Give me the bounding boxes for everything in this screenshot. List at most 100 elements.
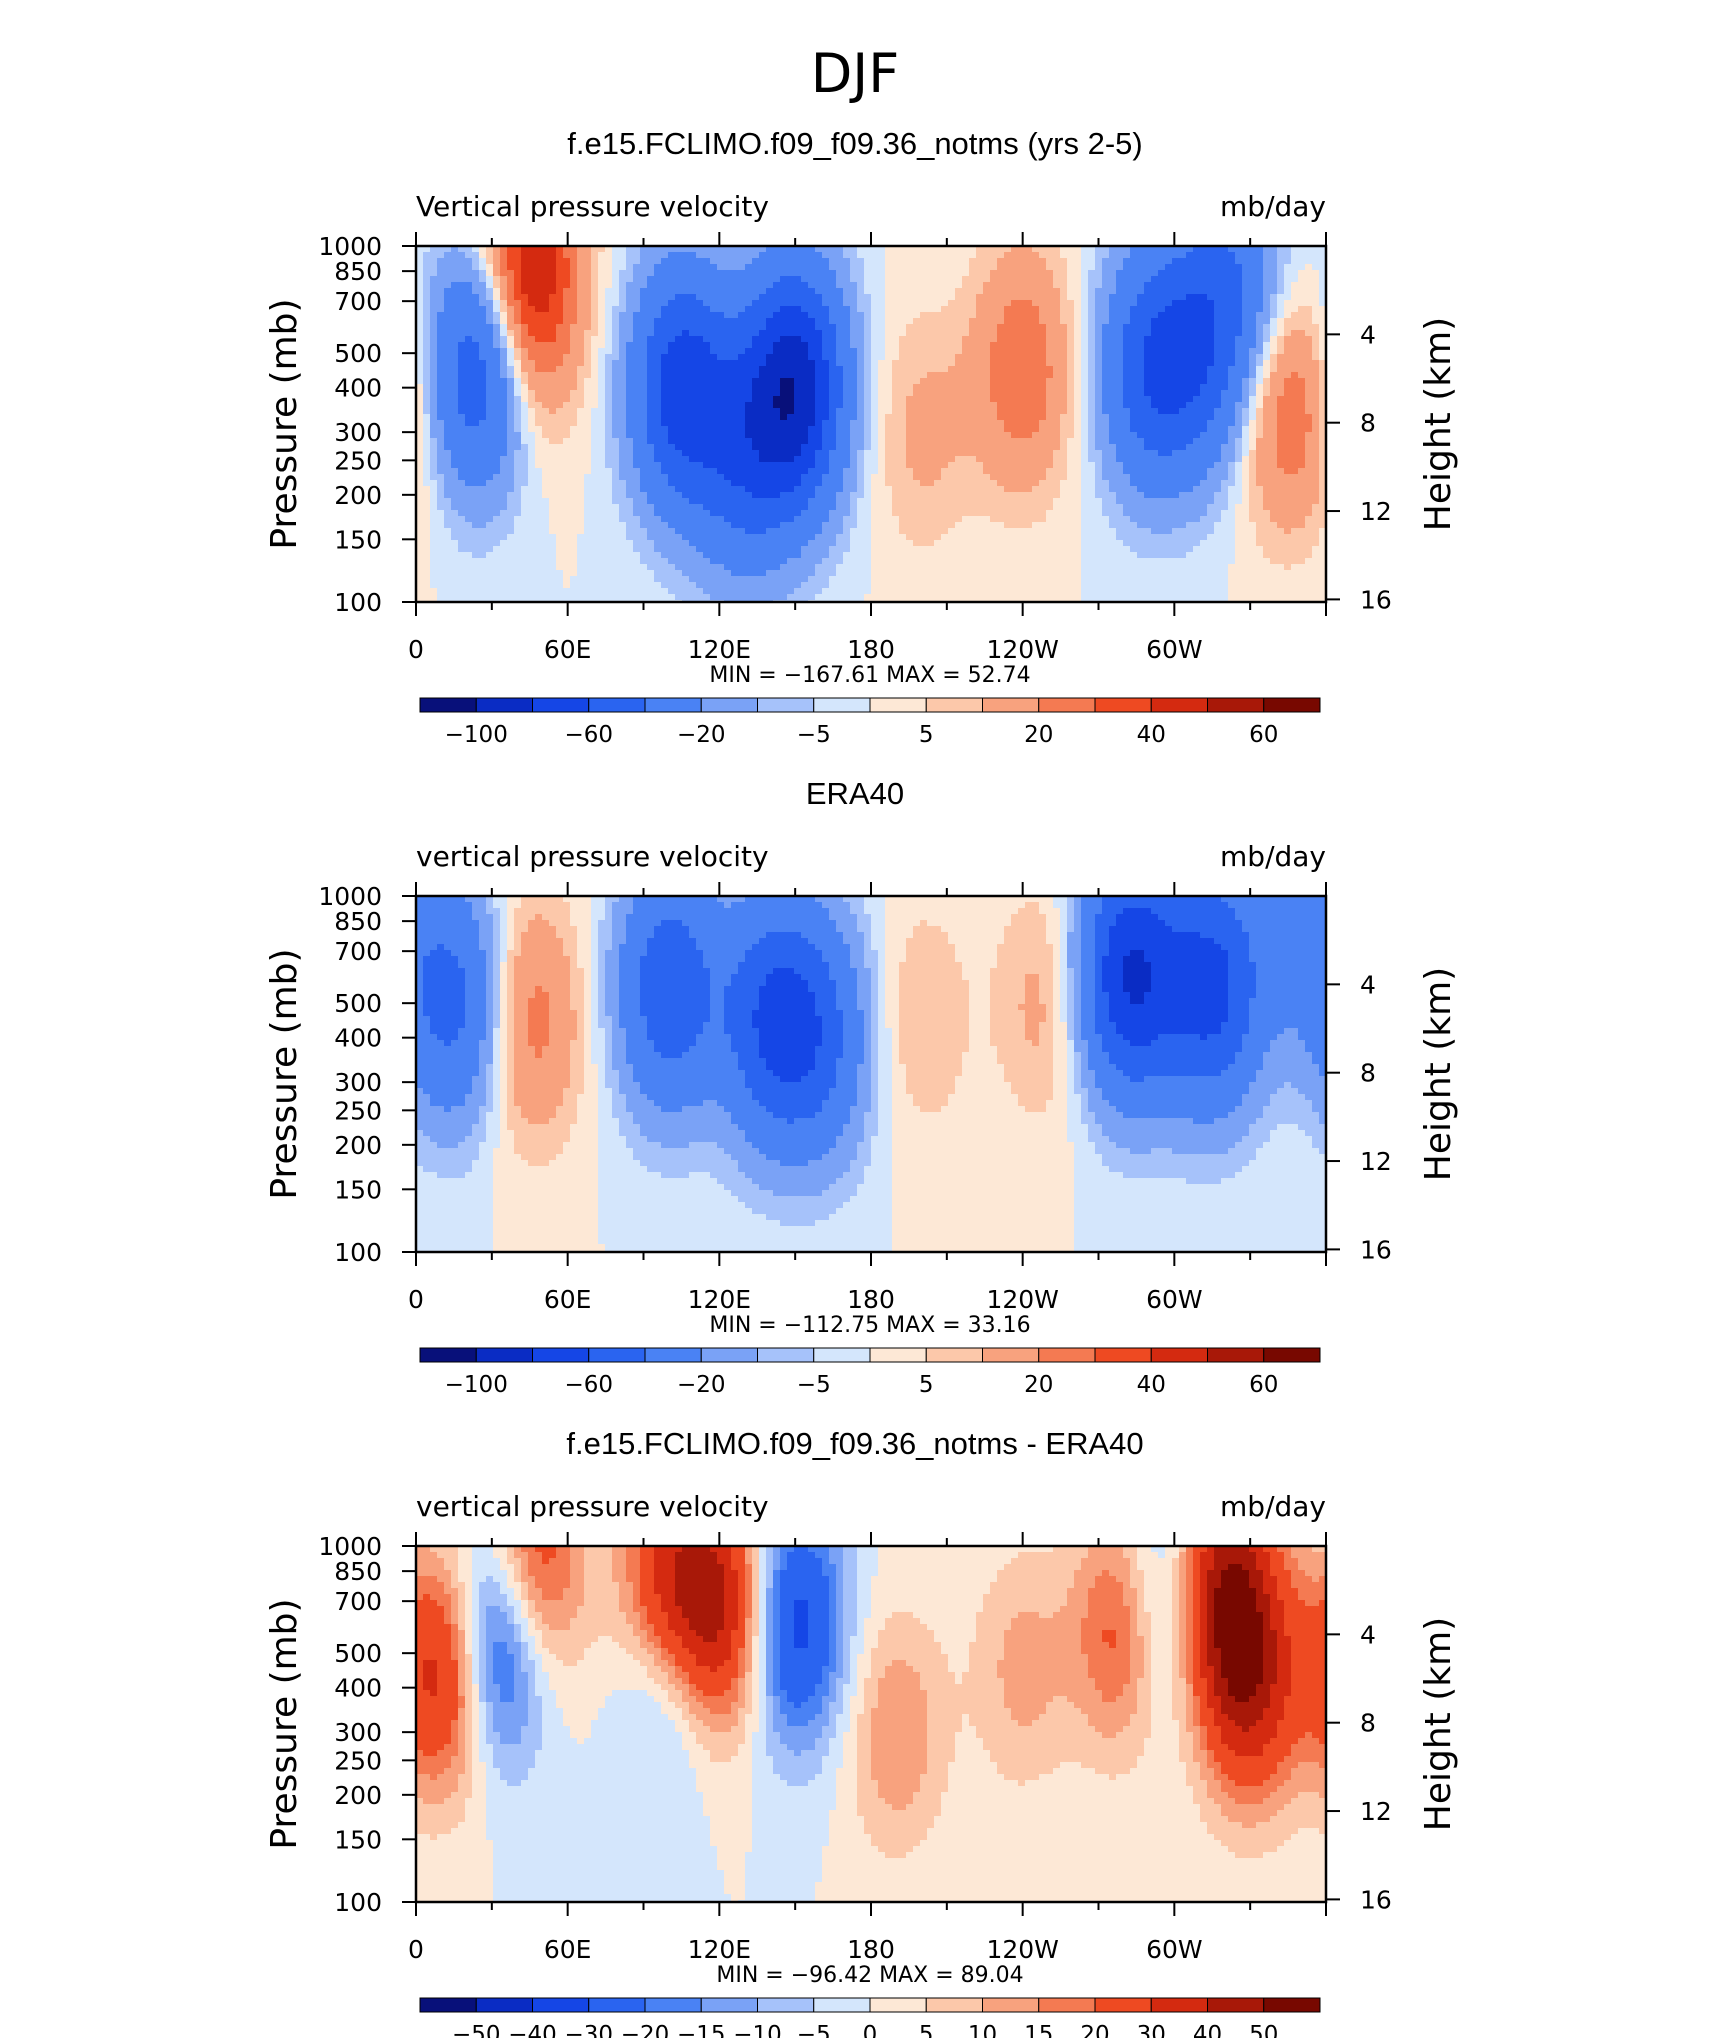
heatmap-cell: [675, 426, 683, 433]
heatmap-cell: [1158, 324, 1166, 331]
heatmap-cell: [472, 342, 480, 349]
heatmap-cell: [878, 258, 886, 265]
heatmap-cell: [598, 438, 606, 445]
heatmap-cell: [542, 432, 550, 439]
heatmap-cell: [738, 288, 746, 295]
heatmap-cell: [1046, 468, 1054, 475]
heatmap-cell: [1018, 282, 1026, 289]
heatmap-cell: [976, 450, 984, 457]
heatmap-cell: [717, 336, 725, 343]
heatmap-cell: [1207, 258, 1215, 265]
heatmap-cell: [885, 390, 893, 397]
heatmap-cell: [1095, 306, 1103, 313]
heatmap-cell: [829, 396, 837, 403]
heatmap-cell: [633, 270, 641, 277]
heatmap-cell: [1207, 462, 1215, 469]
heatmap-cell: [1270, 396, 1278, 403]
heatmap-cell: [1242, 360, 1250, 367]
heatmap-cell: [1179, 408, 1187, 415]
heatmap-cell: [1011, 258, 1019, 265]
heatmap-cell: [801, 384, 809, 391]
heatmap-cell: [934, 342, 942, 349]
heatmap-cell: [801, 432, 809, 439]
heatmap-cell: [549, 408, 557, 415]
heatmap-cell: [493, 252, 501, 259]
heatmap-cell: [528, 378, 536, 385]
heatmap-cell: [416, 456, 424, 463]
heatmap-cell: [1179, 432, 1187, 439]
heatmap-cell: [696, 258, 704, 265]
heatmap-cell: [1207, 366, 1215, 373]
heatmap-cell: [472, 474, 480, 481]
heatmap-cell: [500, 354, 508, 361]
heatmap-cell: [773, 318, 781, 325]
heatmap-cell: [1249, 432, 1257, 439]
heatmap-cell: [1032, 294, 1040, 301]
heatmap-cell: [1249, 408, 1257, 415]
heatmap-cell: [500, 366, 508, 373]
heatmap-cell: [1172, 306, 1180, 313]
heatmap-cell: [570, 294, 578, 301]
heatmap-cell: [1081, 312, 1089, 319]
heatmap-cell: [990, 366, 998, 373]
heatmap-cell: [1242, 258, 1250, 265]
heatmap-cell: [717, 444, 725, 451]
heatmap-cell: [451, 420, 459, 427]
heatmap-cell: [1004, 336, 1012, 343]
heatmap-cell: [857, 366, 865, 373]
heatmap-cell: [1011, 324, 1019, 331]
heatmap-cell: [458, 438, 466, 445]
heatmap-cell: [535, 288, 543, 295]
heatmap-cell: [682, 456, 690, 463]
heatmap-cell: [1032, 408, 1040, 415]
heatmap-cell: [1319, 402, 1326, 409]
heatmap-cell: [577, 372, 585, 379]
heatmap-cell: [430, 378, 438, 385]
heatmap-cell: [934, 312, 942, 319]
heatmap-cell: [570, 246, 578, 253]
heatmap-cell: [507, 264, 515, 271]
heatmap-cell: [1312, 282, 1320, 289]
heatmap-cell: [1291, 354, 1299, 361]
heatmap-cell: [836, 366, 844, 373]
heatmap-cell: [507, 270, 515, 277]
heatmap-cell: [822, 258, 830, 265]
heatmap-cell: [731, 438, 739, 445]
heatmap-cell: [493, 372, 501, 379]
heatmap-cell: [997, 300, 1005, 307]
heatmap-cell: [843, 360, 851, 367]
heatmap-cell: [885, 264, 893, 271]
heatmap-cell: [731, 426, 739, 433]
heatmap-cell: [1081, 432, 1089, 439]
heatmap-cell: [1102, 348, 1110, 355]
heatmap-cell: [717, 354, 725, 361]
heatmap-cell: [1039, 450, 1047, 457]
heatmap-cell: [612, 372, 620, 379]
heatmap-cell: [1088, 366, 1096, 373]
heatmap-cell: [1298, 378, 1306, 385]
heatmap-cell: [1312, 252, 1320, 259]
heatmap-cell: [857, 252, 865, 259]
heatmap-cell: [871, 354, 879, 361]
heatmap-cell: [1270, 420, 1278, 427]
heatmap-cell: [668, 438, 676, 445]
heatmap-cell: [843, 258, 851, 265]
heatmap-cell: [934, 444, 942, 451]
heatmap-cell: [1242, 342, 1250, 349]
heatmap-cell: [787, 246, 795, 253]
heatmap-cell: [913, 420, 921, 427]
heatmap-cell: [528, 384, 536, 391]
heatmap-cell: [1102, 396, 1110, 403]
heatmap-cell: [1298, 312, 1306, 319]
heatmap-cell: [661, 246, 669, 253]
heatmap-cell: [927, 270, 935, 277]
heatmap-cell: [1046, 288, 1054, 295]
heatmap-cell: [1046, 354, 1054, 361]
heatmap-cell: [612, 354, 620, 361]
heatmap-cell: [542, 342, 550, 349]
heatmap-cell: [689, 444, 697, 451]
heatmap-cell: [857, 288, 865, 295]
heatmap-cell: [990, 270, 998, 277]
heatmap-cell: [892, 408, 900, 415]
heatmap-cell: [1081, 324, 1089, 331]
